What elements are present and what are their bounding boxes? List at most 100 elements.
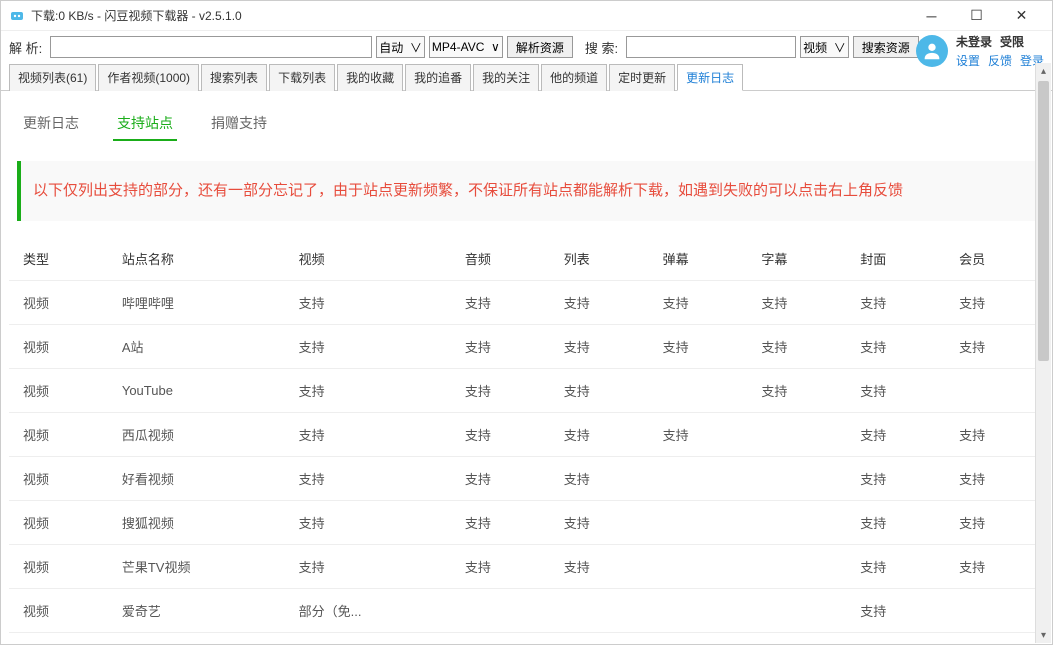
scrollbar-thumb[interactable] xyxy=(1038,81,1049,361)
table-cell: 支持 xyxy=(846,413,945,457)
table-row: 视频A站支持支持支持支持支持支持支持 xyxy=(9,325,1044,369)
table-row: 视频西瓜视频支持支持支持支持支持支持 xyxy=(9,413,1044,457)
search-button[interactable]: 搜索资源 xyxy=(853,36,919,58)
column-header: 类型 xyxy=(9,237,108,281)
tab-3[interactable]: 下载列表 xyxy=(269,64,335,91)
table-cell: 好看视频 xyxy=(108,457,285,501)
table-cell: 芒果TV视频 xyxy=(108,545,285,589)
table-cell: 支持 xyxy=(945,545,1044,589)
table-cell: 视频 xyxy=(9,457,108,501)
table-cell: YouTube xyxy=(108,369,285,413)
table-cell: 部分（免... xyxy=(285,589,451,633)
tab-9[interactable]: 更新日志 xyxy=(677,64,743,91)
table-cell: 支持 xyxy=(451,281,550,325)
table-cell: 支持 xyxy=(285,413,451,457)
table-cell: A站 xyxy=(108,325,285,369)
auto-select[interactable]: 自动 ∨ xyxy=(376,36,425,58)
avatar[interactable] xyxy=(916,35,948,67)
content-area: 更新日志支持站点捐赠支持 以下仅列出支持的部分，还有一部分忘记了，由于站点更新频… xyxy=(1,91,1052,644)
tab-5[interactable]: 我的追番 xyxy=(405,64,471,91)
table-cell: 支持 xyxy=(550,501,649,545)
subtab-0[interactable]: 更新日志 xyxy=(19,107,83,141)
search-type-select[interactable]: 视频 ∨ xyxy=(800,36,849,58)
column-header: 视频 xyxy=(285,237,451,281)
table-cell xyxy=(945,369,1044,413)
tab-7[interactable]: 他的频道 xyxy=(541,64,607,91)
settings-link[interactable]: 设置 xyxy=(956,52,980,69)
column-header: 站点名称 xyxy=(108,237,285,281)
table-cell: 视频 xyxy=(9,501,108,545)
search-input[interactable] xyxy=(626,36,796,58)
table-cell xyxy=(451,589,550,633)
table-cell: 支持 xyxy=(649,325,748,369)
user-area: 未登录 受限 设置 反馈 登录 xyxy=(916,33,1044,69)
column-header: 弹幕 xyxy=(649,237,748,281)
table-cell: 支持 xyxy=(451,325,550,369)
table-row: 视频腾讯视频部分支持支持 xyxy=(9,633,1044,645)
table-cell: 支持 xyxy=(945,457,1044,501)
column-header: 音频 xyxy=(451,237,550,281)
tab-1[interactable]: 作者视频(1000) xyxy=(98,64,199,91)
table-cell xyxy=(550,589,649,633)
table-cell xyxy=(945,589,1044,633)
table-cell: 支持 xyxy=(846,325,945,369)
table-row: 视频YouTube支持支持支持支持支持 xyxy=(9,369,1044,413)
table-row: 视频好看视频支持支持支持支持支持 xyxy=(9,457,1044,501)
table-cell: 支持 xyxy=(285,281,451,325)
close-button[interactable]: ✕ xyxy=(999,1,1044,31)
table-cell xyxy=(550,633,649,645)
column-header: 会员 xyxy=(945,237,1044,281)
table-cell: 支持 xyxy=(550,457,649,501)
table-cell xyxy=(747,413,846,457)
scroll-down-arrow[interactable]: ▾ xyxy=(1036,627,1051,643)
table-cell: 支持 xyxy=(846,281,945,325)
table-cell xyxy=(747,633,846,645)
table-cell: 支持 xyxy=(945,501,1044,545)
table-cell: 支持 xyxy=(550,281,649,325)
table-cell: 支持 xyxy=(451,457,550,501)
limit-status: 受限 xyxy=(1000,33,1024,50)
table-cell: 视频 xyxy=(9,633,108,645)
table-row: 视频爱奇艺部分（免...支持 xyxy=(9,589,1044,633)
maximize-button[interactable]: ☐ xyxy=(954,1,999,31)
scroll-up-arrow[interactable]: ▴ xyxy=(1036,63,1051,79)
column-header: 列表 xyxy=(550,237,649,281)
tab-2[interactable]: 搜索列表 xyxy=(201,64,267,91)
table-cell xyxy=(747,545,846,589)
table-cell: 腾讯视频 xyxy=(108,633,285,645)
table-cell: 支持 xyxy=(451,413,550,457)
table-cell xyxy=(747,589,846,633)
table-cell: 支持 xyxy=(451,545,550,589)
table-cell xyxy=(747,501,846,545)
table-cell: 视频 xyxy=(9,325,108,369)
table-cell: 视频 xyxy=(9,589,108,633)
subtab-2[interactable]: 捐赠支持 xyxy=(207,107,271,141)
table-cell: 支持 xyxy=(649,281,748,325)
table-cell: 视频 xyxy=(9,413,108,457)
vertical-scrollbar[interactable]: ▴ ▾ xyxy=(1035,63,1051,643)
minimize-button[interactable]: ─ xyxy=(909,1,954,31)
table-cell: 搜狐视频 xyxy=(108,501,285,545)
format-select[interactable]: MP4-AVC ∨ xyxy=(429,36,503,58)
table-cell: 支持 xyxy=(846,501,945,545)
feedback-link[interactable]: 反馈 xyxy=(988,52,1012,69)
table-cell xyxy=(451,633,550,645)
table-cell: 支持 xyxy=(846,545,945,589)
subtab-1[interactable]: 支持站点 xyxy=(113,107,177,141)
tab-8[interactable]: 定时更新 xyxy=(609,64,675,91)
tab-4[interactable]: 我的收藏 xyxy=(337,64,403,91)
notice-banner: 以下仅列出支持的部分，还有一部分忘记了，由于站点更新频繁，不保证所有站点都能解析… xyxy=(17,161,1036,221)
table-cell xyxy=(649,545,748,589)
table-cell xyxy=(747,457,846,501)
table-cell: 支持 xyxy=(451,369,550,413)
parse-button[interactable]: 解析资源 xyxy=(507,36,573,58)
table-cell: 支持 xyxy=(285,501,451,545)
tab-0[interactable]: 视频列表(61) xyxy=(9,64,96,91)
subtabs: 更新日志支持站点捐赠支持 xyxy=(9,99,1044,145)
table-cell xyxy=(649,501,748,545)
login-status: 未登录 xyxy=(956,33,992,50)
table-cell: 支持 xyxy=(747,369,846,413)
table-row: 视频搜狐视频支持支持支持支持支持 xyxy=(9,501,1044,545)
url-input[interactable] xyxy=(50,36,372,58)
tab-6[interactable]: 我的关注 xyxy=(473,64,539,91)
